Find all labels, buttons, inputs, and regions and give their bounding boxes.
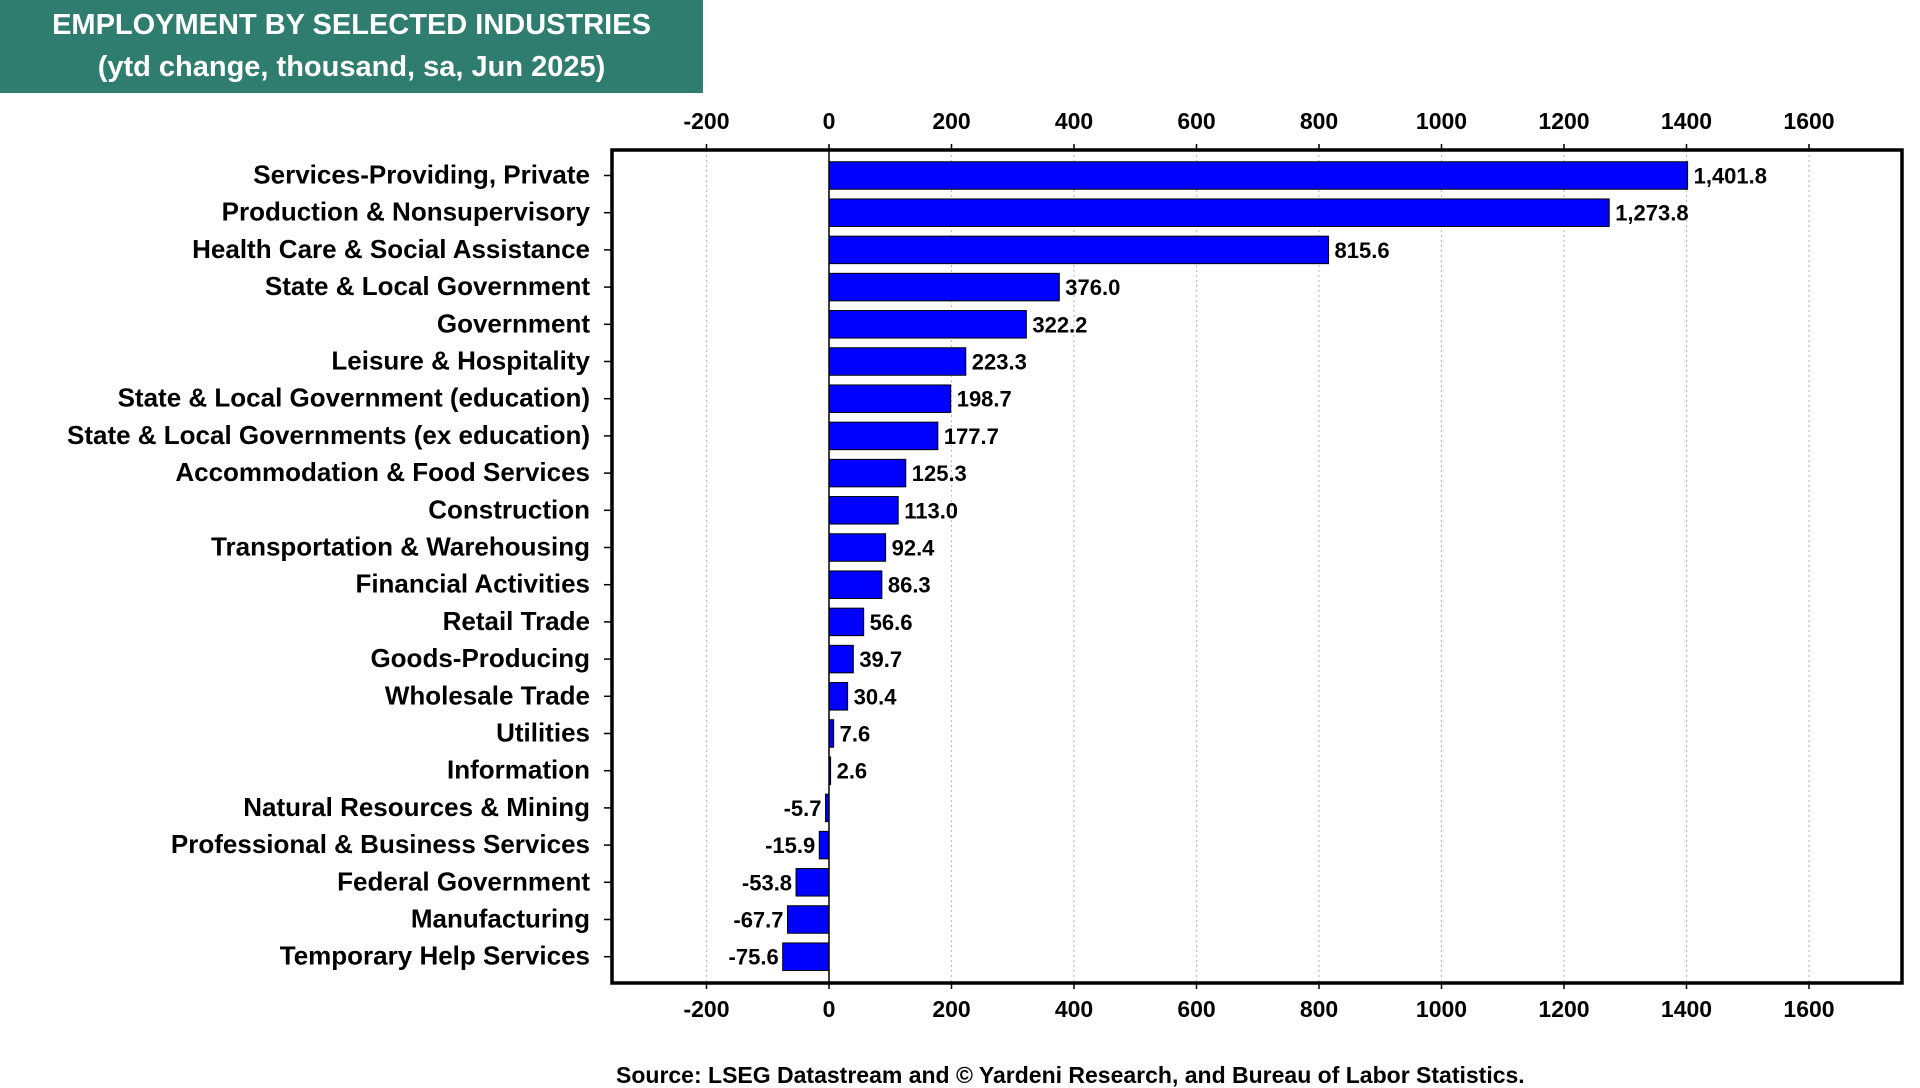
value-label: 113.0 [904,498,958,523]
top-tick-label: 1600 [1783,108,1834,134]
bottom-tick-label: 1200 [1538,996,1589,1022]
value-label: 92.4 [892,536,936,561]
value-label: 2.6 [837,759,868,784]
bar [828,682,849,711]
value-label: -75.6 [729,945,779,970]
bar [828,235,1330,265]
axis-ticks [604,144,1810,989]
top-tick-label: 1000 [1416,108,1467,134]
bottom-tick-label: 400 [1055,996,1093,1022]
category-label: State & Local Governments (ex education) [67,420,590,450]
bar [828,198,1610,227]
top-tick-label: 400 [1055,108,1093,134]
bar [782,942,830,971]
bottom-tick-label: -200 [683,996,729,1022]
bar [828,384,952,413]
category-label: Construction [428,494,590,524]
category-label: Utilities [496,718,590,748]
category-label: Retail Trade [443,606,590,636]
category-label: Leisure & Hospitality [331,346,590,376]
bottom-tick-label: 1400 [1661,996,1712,1022]
category-label: Temporary Help Services [280,941,590,971]
bar [828,644,854,674]
top-tick-label: -200 [683,108,729,134]
category-label: State & Local Government (education) [118,383,590,413]
bar [818,830,830,860]
category-label: Government [437,308,590,338]
top-tick-label: 800 [1300,108,1338,134]
bar [828,533,887,562]
value-label: 39.7 [859,647,902,672]
bottom-tick-label: 0 [823,996,836,1022]
value-label: 177.7 [944,424,999,449]
category-label: Natural Resources & Mining [243,792,590,822]
value-label: 30.4 [854,684,898,709]
category-label: Manufacturing [411,904,590,934]
chart-subtitle: (ytd change, thousand, sa, Jun 2025) [97,51,606,83]
bar [828,272,1060,302]
category-label: Production & Nonsupervisory [222,197,591,227]
value-label: 322.2 [1032,312,1087,337]
value-label: 223.3 [972,350,1027,375]
plot-frame [610,148,1904,985]
bar [828,347,967,376]
bottom-tick-label: 1000 [1416,996,1467,1022]
chart-title-box: EMPLOYMENT BY SELECTED INDUSTRIES (ytd c… [0,0,703,93]
bar [828,607,865,637]
bar [828,570,883,599]
category-label: Health Care & Social Assistance [192,234,590,264]
top-tick-label: 600 [1177,108,1215,134]
category-label: Professional & Business Services [171,829,590,859]
category-label: Financial Activities [355,569,590,599]
bottom-tick-label: 800 [1300,996,1338,1022]
source-note: Source: LSEG Datastream and © Yardeni Re… [616,1062,1525,1088]
bar [828,161,1689,190]
value-label: 376.0 [1065,275,1120,300]
category-label: Goods-Producing [370,643,590,673]
value-label: -67.7 [733,908,783,933]
bar [828,496,899,525]
category-labels: Services-Providing, Private Production & … [67,160,591,971]
value-label: 1,273.8 [1615,201,1688,226]
category-label: Services-Providing, Private [253,160,590,190]
value-label: 125.3 [912,461,967,486]
bar [828,458,907,488]
top-tick-label: 1400 [1661,108,1712,134]
category-label: Information [447,755,590,785]
top-tick-label: 1200 [1538,108,1589,134]
top-tick-label: 0 [823,108,836,134]
value-label: 7.6 [840,722,871,747]
bottom-tick-label: 1600 [1783,996,1834,1022]
value-label: -15.9 [765,833,815,858]
value-label: 86.3 [888,573,931,598]
chart-title: EMPLOYMENT BY SELECTED INDUSTRIES [52,9,651,41]
bar [828,310,1027,339]
bottom-axis-labels: -200 0 200 400 600 800 1000 1200 1400 1600 [683,996,1834,1022]
bars [782,161,1689,971]
grid-lines [705,150,1810,983]
value-label: 1,401.8 [1694,164,1767,189]
value-label: 815.6 [1335,238,1390,263]
value-label: 56.6 [870,610,913,635]
value-label: 198.7 [957,387,1012,412]
category-label: Accommodation & Food Services [175,457,590,487]
value-label: -53.8 [742,870,792,895]
bottom-tick-label: 600 [1177,996,1215,1022]
category-label: Federal Government [337,866,590,896]
bar [828,421,939,451]
category-label: Transportation & Warehousing [211,532,590,562]
top-tick-label: 200 [932,108,970,134]
value-label: -5.7 [784,796,822,821]
bar [795,868,830,897]
bottom-tick-label: 200 [932,996,970,1022]
category-label: State & Local Government [265,271,590,301]
top-axis-labels: -200 0 200 400 600 800 1000 1200 1400 1600 [683,108,1834,134]
bar [787,905,830,934]
category-label: Wholesale Trade [385,680,590,710]
